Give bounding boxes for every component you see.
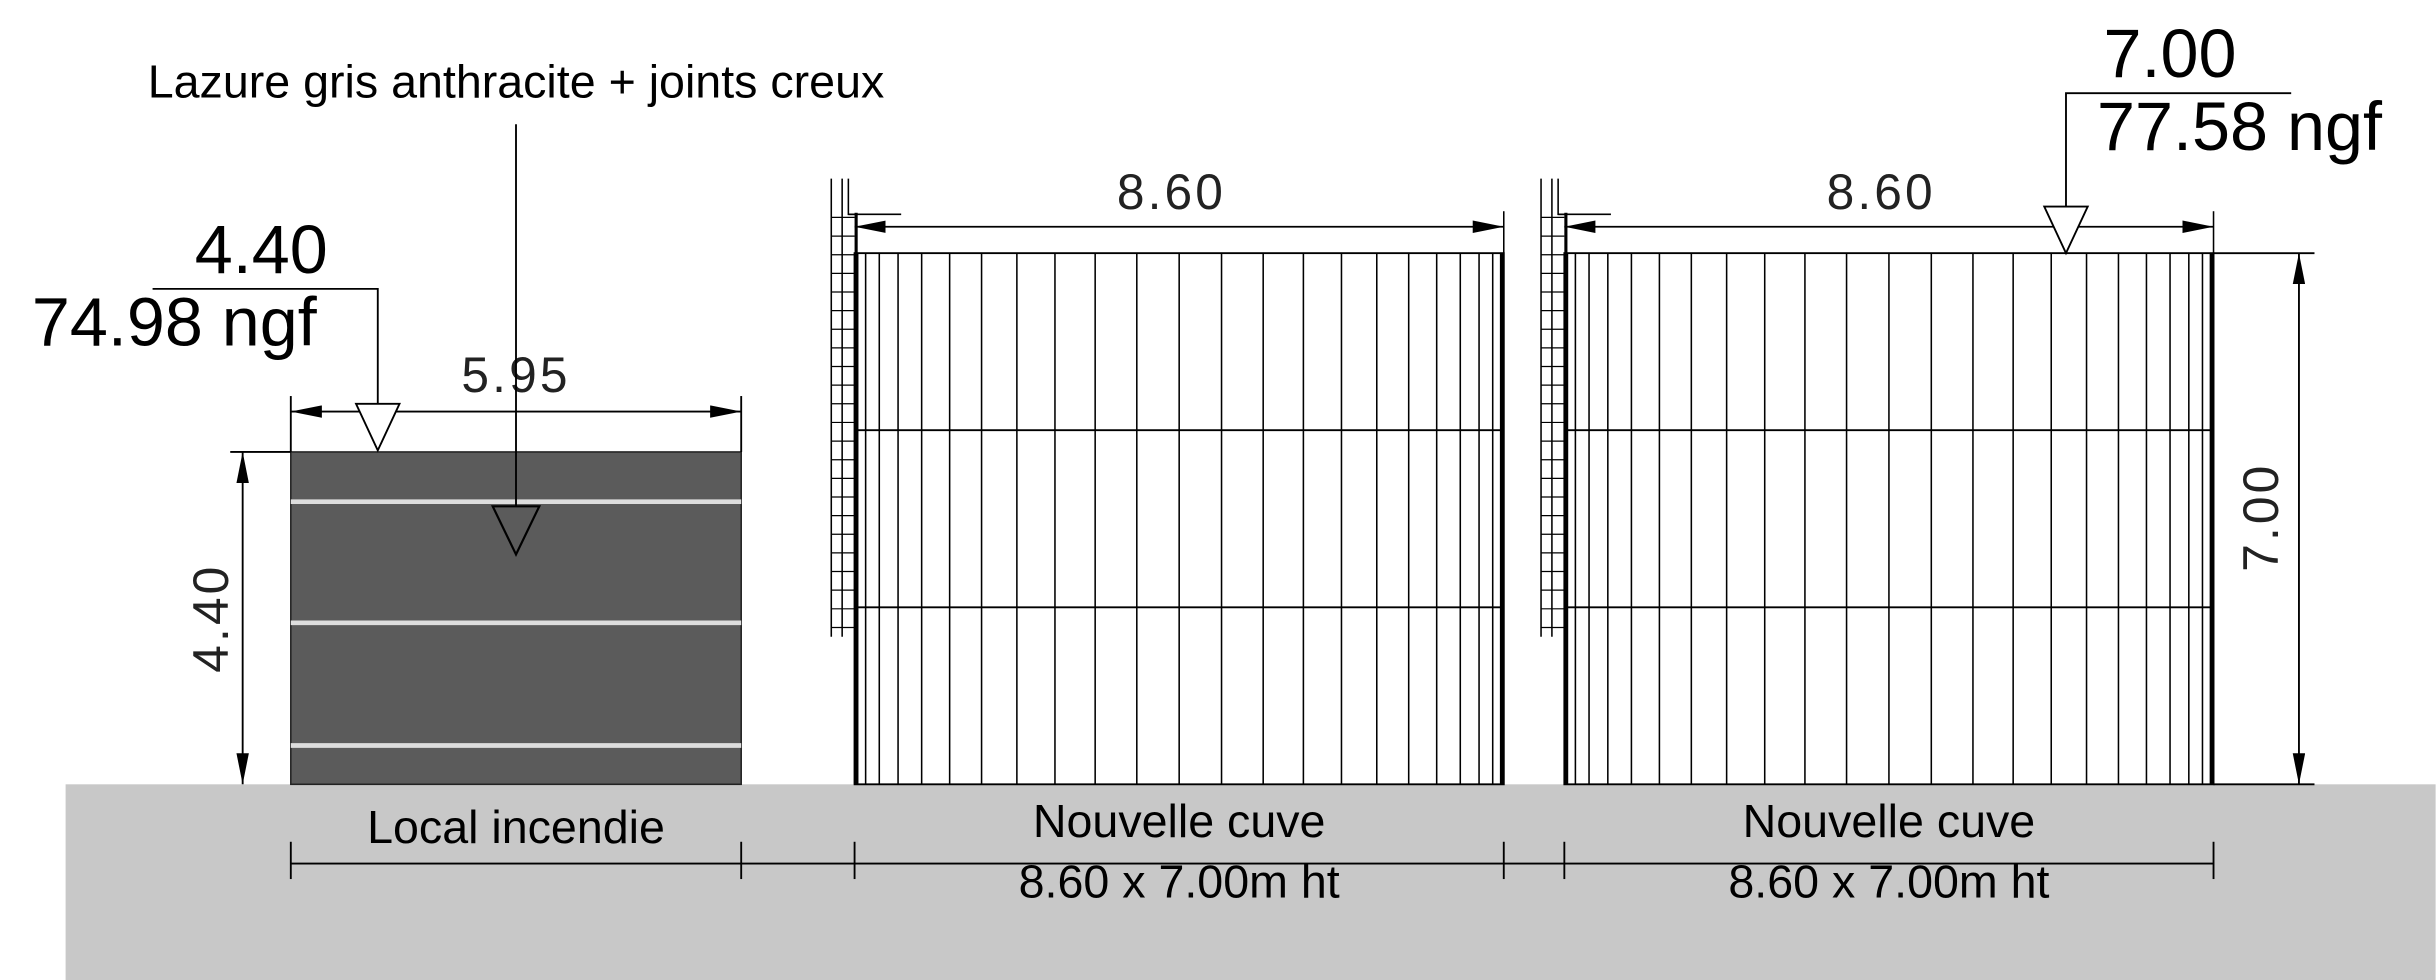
local-level-marker [152, 287, 401, 453]
annotation: Lazure gris anthracite + joints creux [148, 56, 885, 108]
local-height-dimension [230, 451, 291, 785]
ground [65, 784, 2436, 980]
tank-width: 8.60 [1827, 164, 1936, 220]
local-label: Local incendie [367, 801, 665, 853]
local-height: 4.40 [183, 564, 239, 673]
tank-label: Nouvelle cuve [1743, 795, 2036, 847]
tank-height-dimension [2213, 252, 2315, 786]
local-ngf: 74.98 ngf [32, 285, 318, 361]
bottom-dimension-chain [289, 841, 2215, 880]
tank-level: 7.00 [2104, 16, 2237, 92]
ladder-hood [854, 212, 858, 254]
tank-height: 7.00 [2233, 463, 2289, 572]
local-level: 4.40 [195, 212, 328, 288]
local-width: 5.95 [461, 347, 570, 403]
tank: 8.60 [830, 164, 1505, 786]
tank-size: 8.60 x 7.00m ht [1019, 856, 1340, 908]
tank: 8.60 [1540, 164, 2215, 786]
ladder [1540, 178, 1611, 637]
tank-label: Nouvelle cuve [1033, 795, 1326, 847]
tank-width: 8.60 [1117, 164, 1226, 220]
tank-size: 8.60 x 7.00m ht [1728, 856, 2049, 908]
ladder-top [1557, 178, 1568, 216]
tank-ngf: 77.58 ngf [2097, 89, 2383, 165]
ladder-hood [1564, 212, 1568, 254]
annotation-leader [490, 124, 542, 557]
tank-level-marker [2042, 92, 2292, 256]
ladder-top [847, 178, 858, 216]
